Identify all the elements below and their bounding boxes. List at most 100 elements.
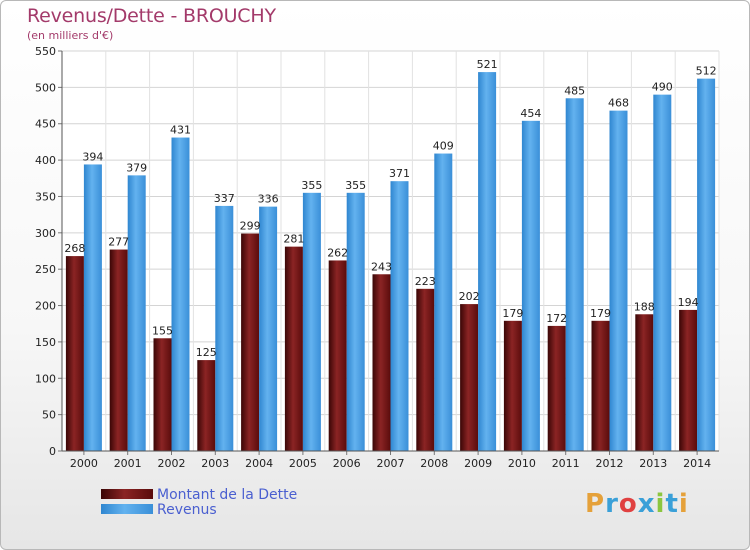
bar-revenus [653,94,672,452]
y-tick-label: 350 [35,190,56,203]
y-tick-label: 50 [42,409,56,422]
data-label-revenus: 512 [696,65,717,78]
logo-letter: i [655,489,666,519]
bar-revenus [390,181,409,451]
labels: 268 394 277 379 155 431 125 337 299 336 281 355 262 3… [64,58,716,359]
data-label-dette: 188 [634,300,655,313]
data-label-dette: 194 [678,296,699,309]
data-label-revenus: 337 [214,192,235,205]
axes: 0 50 100 150 200 250 300 350 400 450 500 550 2000 200… [35,45,719,470]
x-tick-label: 2000 [70,457,98,470]
data-label-revenus: 521 [477,58,498,71]
data-label-dette: 179 [502,307,523,320]
data-label-dette: 125 [196,346,217,359]
chart-subtitle: (en milliers d'€) [27,29,114,42]
y-tick-label: 300 [35,227,56,240]
data-label-dette: 179 [590,307,611,320]
x-tick-label: 2001 [114,457,142,470]
logo-letter: i [678,489,689,519]
x-tick-label: 2011 [552,457,580,470]
bar-revenus [521,120,540,452]
bar-revenus [171,137,190,451]
data-label-dette: 268 [64,242,85,255]
x-tick-label: 2013 [639,457,667,470]
y-tick-label: 200 [35,300,56,313]
bar-dette [679,309,698,451]
bar-dette [241,233,260,451]
x-tick-label: 2008 [420,457,448,470]
data-label-dette: 202 [459,290,480,303]
bar-dette [591,320,610,451]
y-tick-label: 0 [49,445,56,458]
x-tick-label: 2010 [508,457,536,470]
bar-dette [328,260,347,451]
bar-revenus [478,72,497,451]
bar-dette [109,249,128,451]
bar-dette [503,320,522,451]
bar-dette [153,338,172,451]
data-label-revenus: 409 [433,140,454,153]
y-tick-label: 550 [35,45,56,58]
data-label-revenus: 485 [564,84,585,97]
data-label-dette: 172 [546,312,567,325]
bar-revenus [697,78,716,452]
bars [65,72,716,452]
data-label-revenus: 394 [82,150,103,163]
data-label-revenus: 371 [389,167,410,180]
y-tick-label: 500 [35,81,56,94]
legend-label-revenus: Revenus [157,502,217,518]
y-tick-label: 150 [35,336,56,349]
x-tick-label: 2007 [377,457,405,470]
bar-dette [372,274,391,451]
bar-revenus [127,175,146,451]
data-label-dette: 155 [152,324,173,337]
data-label-dette: 223 [415,275,436,288]
bar-dette [416,288,435,451]
data-label-dette: 262 [327,246,348,259]
bar-revenus [609,110,628,452]
data-label-revenus: 355 [301,179,322,192]
data-label-revenus: 355 [345,179,366,192]
bar-revenus [259,206,278,451]
x-tick-label: 2012 [596,457,624,470]
x-tick-label: 2009 [464,457,492,470]
logo-letter: o [618,489,638,519]
data-label-dette: 277 [108,236,129,249]
legend-label-dette: Montant de la Dette [157,487,297,503]
bar-dette [197,360,216,451]
bar-dette [65,256,84,451]
logo-letter: t [665,489,679,519]
bar-revenus [346,192,365,451]
x-tick-label: 2002 [158,457,186,470]
logo-letter: r [605,489,619,519]
data-label-revenus: 454 [520,107,541,120]
data-label-dette: 243 [371,260,392,273]
legend-swatch-dette [101,489,153,499]
bar-dette [547,325,566,451]
y-tick-label: 100 [35,372,56,385]
data-label-revenus: 336 [258,193,279,206]
y-tick-label: 400 [35,154,56,167]
bar-dette [284,246,303,451]
y-tick-label: 250 [35,263,56,276]
bar-dette [635,314,654,451]
data-label-revenus: 379 [126,161,147,174]
bar-revenus [565,98,584,451]
x-tick-label: 2006 [333,457,361,470]
bar-revenus [215,205,234,451]
logo-letter: P [585,489,606,519]
x-tick-label: 2003 [201,457,229,470]
logo-letter: x [637,489,656,519]
x-tick-label: 2004 [245,457,273,470]
bar-dette [460,304,479,451]
x-tick-label: 2005 [289,457,317,470]
data-label-revenus: 468 [608,97,629,110]
proxiti-logo: Proxiti [585,489,689,519]
bar-revenus [434,153,453,451]
data-label-revenus: 431 [170,124,191,137]
data-label-revenus: 490 [652,81,673,94]
y-tick-label: 450 [35,118,56,131]
